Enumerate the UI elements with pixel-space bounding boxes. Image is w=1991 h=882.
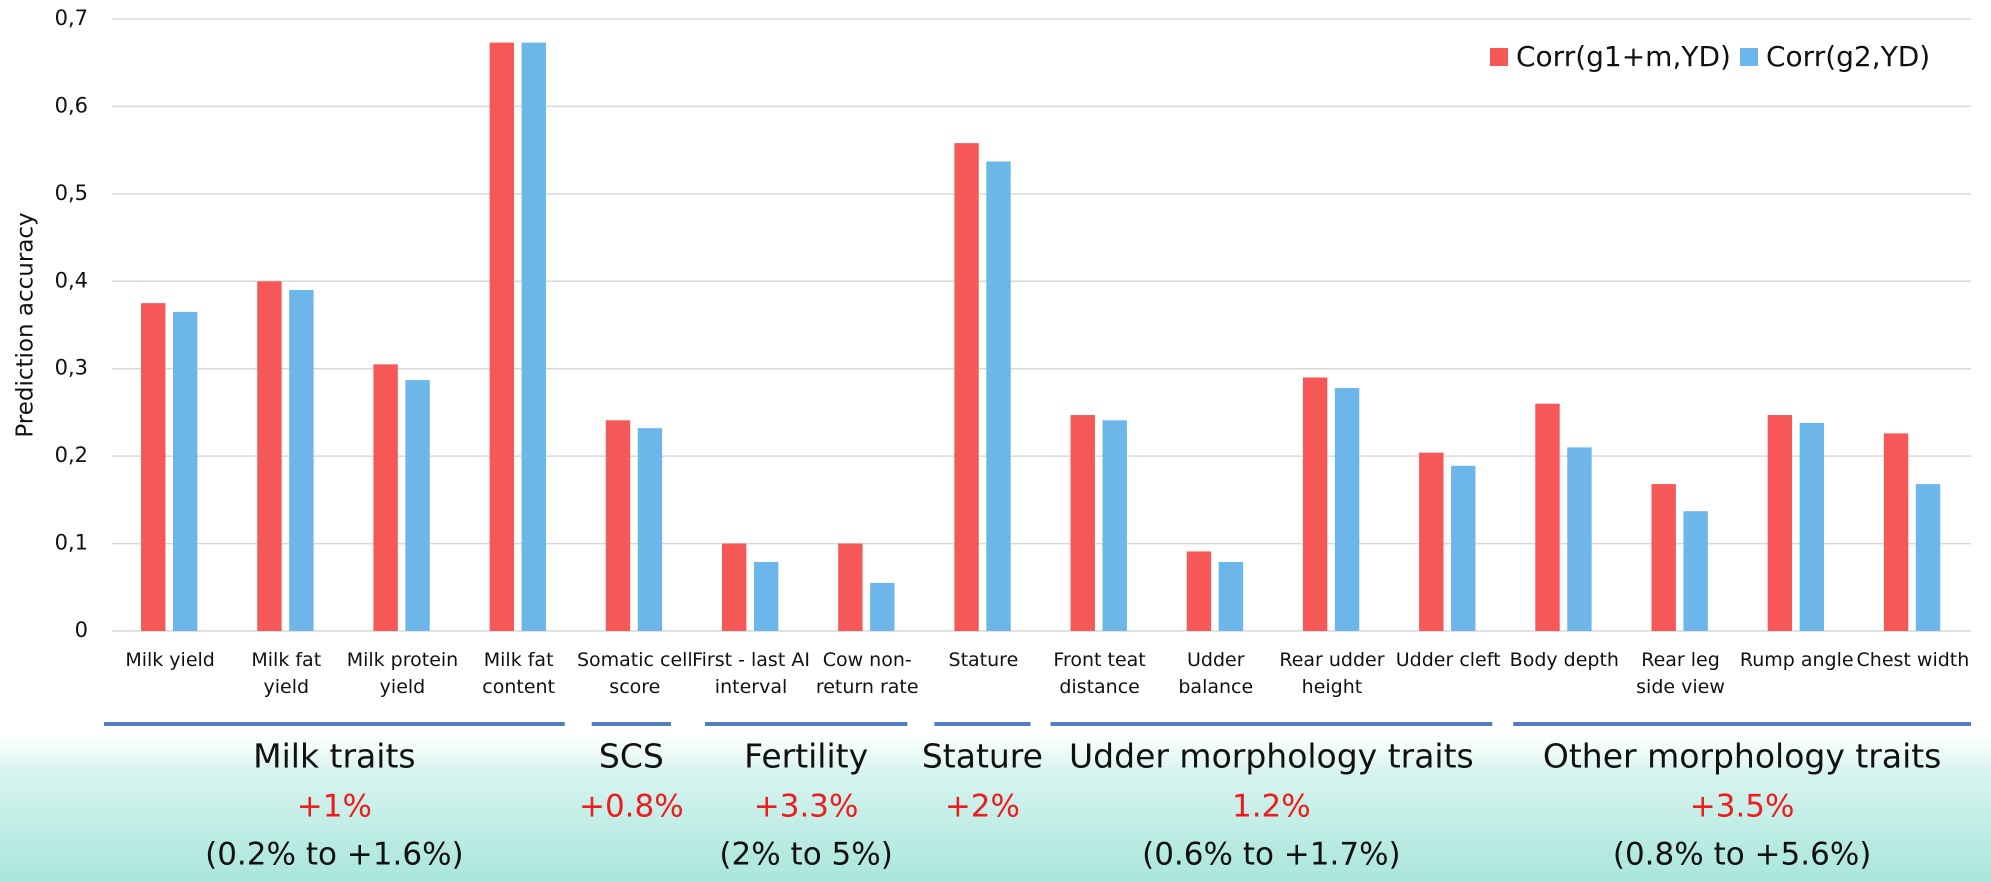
group-gain: +2%: [945, 789, 1020, 825]
x-tick-label: Front teat distance: [1053, 649, 1146, 698]
group-range: (0.2% to +1.6%): [205, 837, 464, 873]
x-tick-label: Rear udder height: [1279, 649, 1385, 698]
group-gain: +1%: [297, 789, 372, 825]
x-tick-label: Cow non-return rate: [815, 649, 919, 698]
group-range: (0.6% to +1.7%): [1142, 837, 1401, 873]
bar: [1451, 465, 1476, 631]
x-tick-label: Milk protein yield: [346, 649, 459, 698]
x-tick-label: First - last AI interval: [692, 649, 810, 698]
x-tick-label: Milk yield: [125, 649, 215, 671]
bar: [1419, 452, 1444, 631]
x-tick-label: Milk fat yield: [251, 649, 322, 698]
bar: [870, 582, 895, 631]
bar: [1186, 551, 1212, 631]
group-name: Fertility: [744, 737, 868, 776]
bar: [1218, 561, 1244, 631]
bar: [1883, 433, 1909, 631]
group-name: Stature: [922, 737, 1043, 776]
bar: [605, 420, 631, 631]
y-tick-label: 0: [75, 618, 88, 642]
bar: [521, 42, 546, 631]
group-name: Other morphology traits: [1543, 737, 1942, 776]
group-name: SCS: [599, 737, 664, 776]
bar: [1302, 377, 1328, 631]
x-tick-label: Milk fat content: [482, 649, 556, 698]
bar: [1799, 422, 1825, 631]
group-gain: +3.3%: [754, 789, 859, 825]
bar: [838, 543, 863, 631]
bar: [1767, 415, 1793, 631]
bar: [1070, 415, 1095, 631]
group-name: Udder morphology traits: [1069, 737, 1474, 776]
bar: [1334, 387, 1360, 631]
legend-swatch: [1740, 48, 1758, 66]
legend-swatch: [1490, 48, 1508, 66]
bar: [637, 428, 663, 631]
group-range: (0.8% to +5.6%): [1613, 837, 1872, 873]
x-tick-label: Body depth: [1509, 649, 1619, 671]
bar: [1535, 403, 1560, 631]
bar: [954, 143, 979, 632]
bar: [141, 303, 166, 631]
bar: [1102, 420, 1127, 631]
group-range: (2% to 5%): [719, 837, 892, 873]
bar: [172, 311, 198, 631]
x-tick-label: Udder balance: [1178, 649, 1254, 698]
y-tick-label: 0,6: [55, 93, 88, 117]
group-gain: 1.2%: [1232, 789, 1311, 825]
bar: [753, 561, 779, 631]
bar: [1683, 511, 1708, 631]
x-tick-label: Udder cleft: [1395, 649, 1501, 671]
bar: [289, 290, 314, 631]
bar: [1567, 447, 1592, 631]
legend-label: Corr(g1+m,YD): [1516, 40, 1731, 73]
bar: [1651, 484, 1676, 631]
x-tick-label: Rear leg side view: [1636, 649, 1725, 698]
legend-label: Corr(g2,YD): [1766, 40, 1930, 73]
y-tick-label: 0,1: [55, 531, 88, 555]
x-tick-label: Stature: [948, 649, 1019, 671]
bar: [1915, 484, 1941, 631]
y-tick-label: 0,7: [55, 6, 88, 30]
x-tick-label: Chest width: [1856, 649, 1970, 671]
y-tick-label: 0,4: [55, 268, 88, 292]
y-tick-label: 0,5: [55, 181, 88, 205]
bar: [373, 364, 398, 631]
x-tick-label: Rump angle: [1739, 649, 1854, 671]
bar: [405, 380, 430, 631]
group-gain: +0.8%: [579, 789, 684, 825]
footer-background: [0, 735, 1991, 882]
group-gain: +3.5%: [1690, 789, 1795, 825]
group-name: Milk traits: [253, 737, 415, 776]
y-tick-label: 0,2: [55, 443, 88, 467]
x-tick-label: Somatic cell score: [576, 649, 693, 698]
bar: [489, 42, 515, 631]
bar: [986, 161, 1011, 631]
bar: [721, 543, 747, 631]
y-tick-label: 0,3: [55, 356, 88, 380]
bar: [257, 281, 282, 631]
y-axis-label: Prediction accuracy: [13, 212, 39, 437]
